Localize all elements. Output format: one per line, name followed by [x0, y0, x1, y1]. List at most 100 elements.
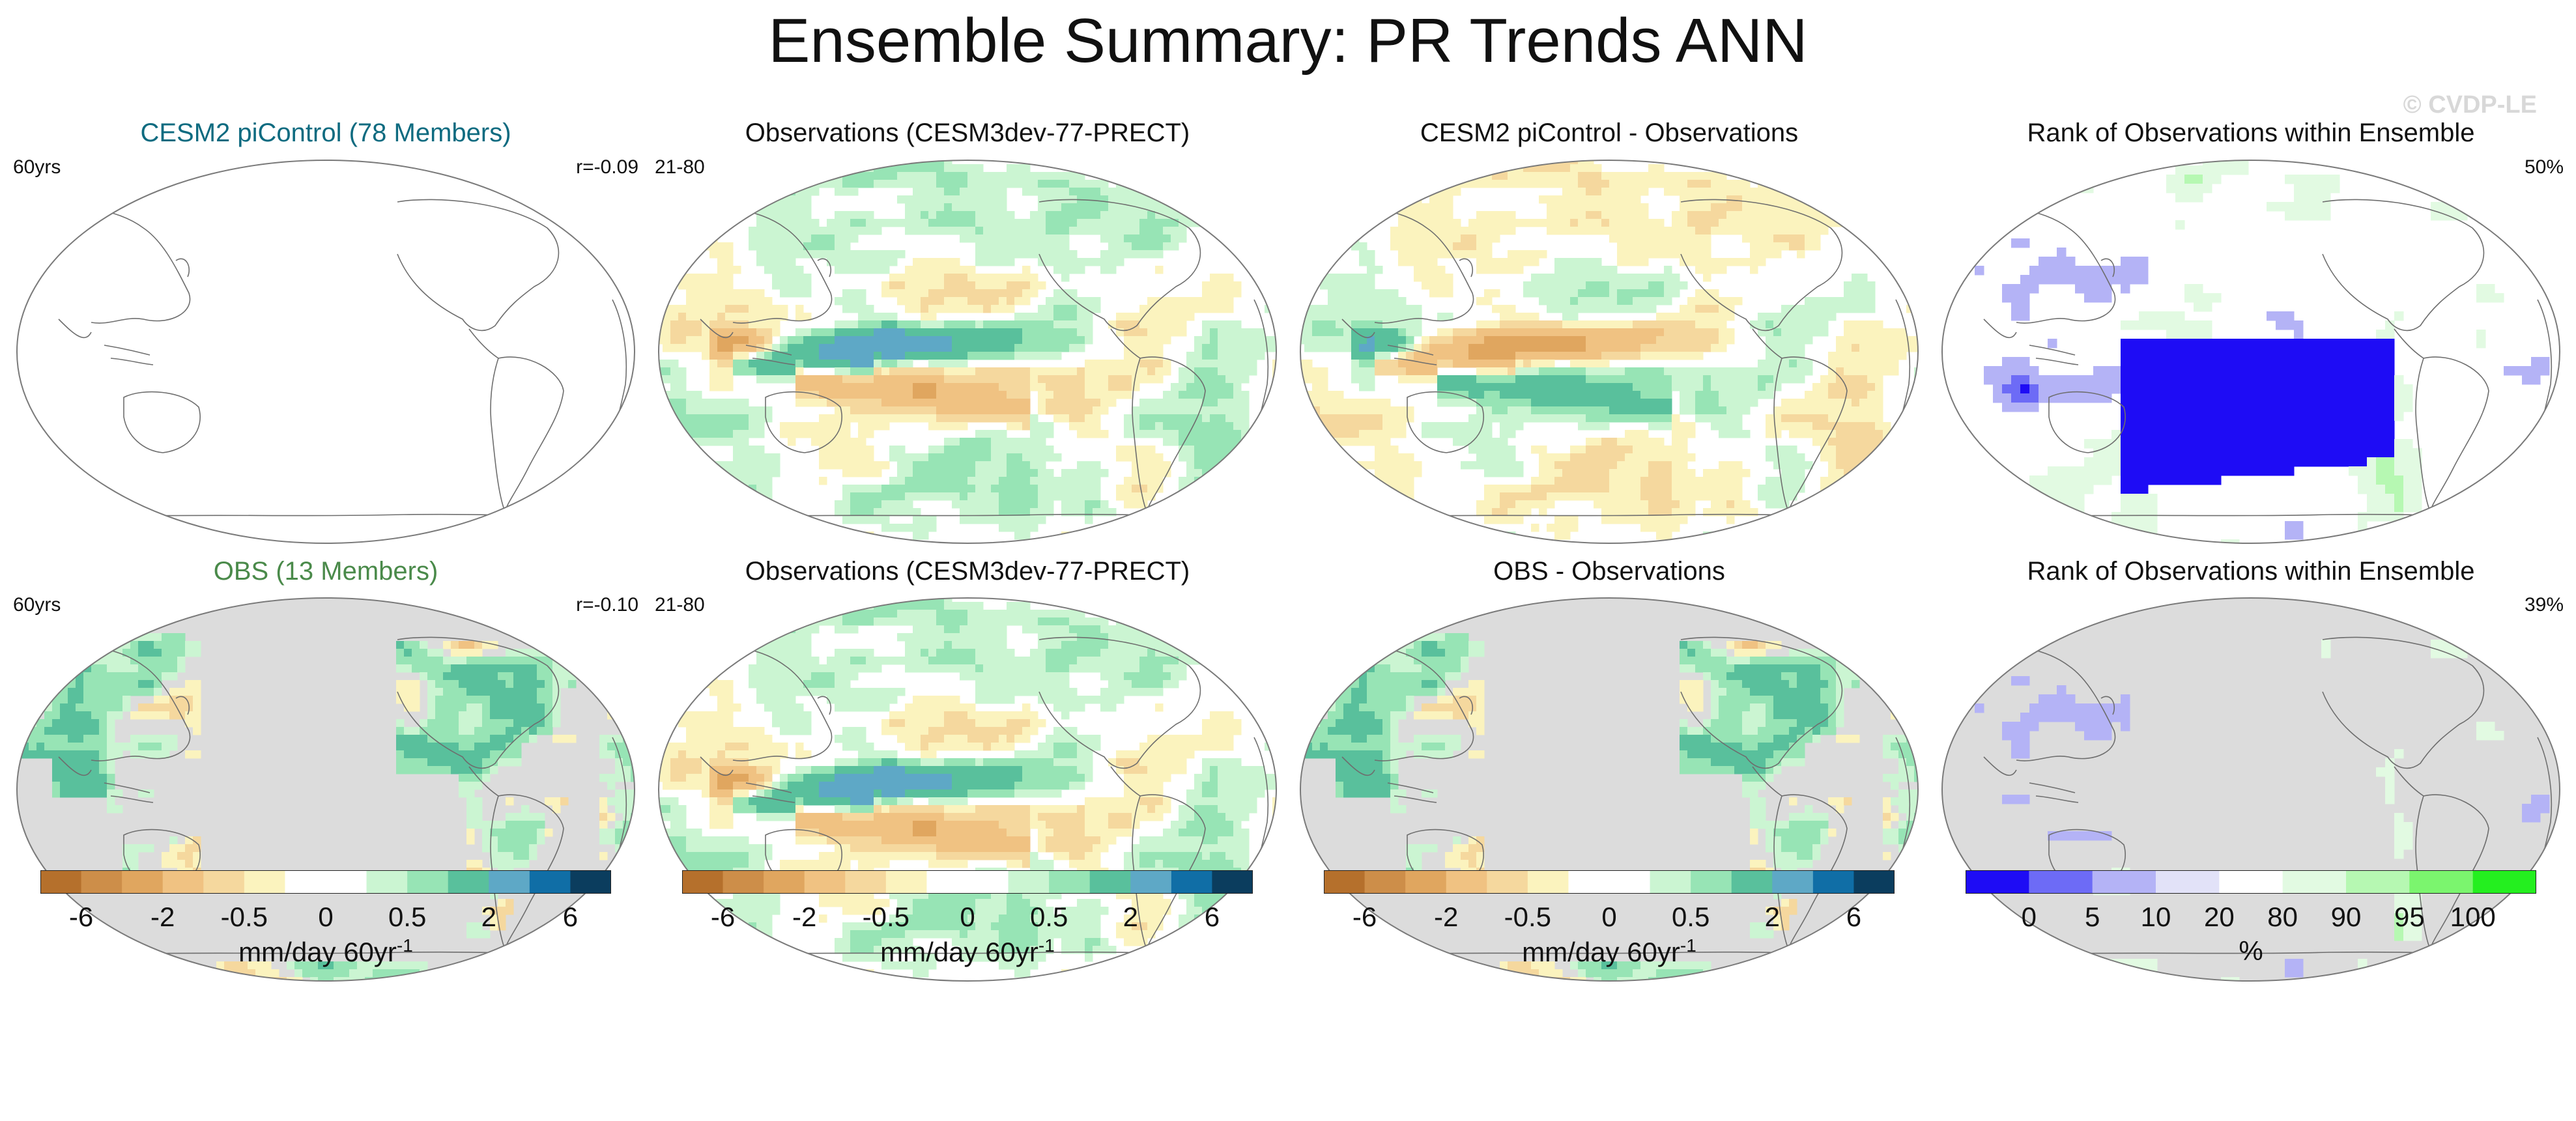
colorbar-tick-label: 90: [2330, 901, 2362, 932]
colorbar-tick-label: -6: [1352, 901, 1377, 932]
colorbar-tick-label: 0: [318, 901, 334, 932]
colorbar-tick-label: 6: [562, 901, 579, 932]
colorbar-swatch: [570, 870, 611, 894]
colorbar-swatch: [122, 870, 164, 894]
map-panel-1-2: [1300, 597, 1919, 982]
colorbar-tick-label: 2: [1123, 901, 1138, 932]
colorbar-tick-label: 10: [2140, 901, 2171, 932]
colorbar-swatch: [366, 870, 408, 894]
colorbar-tick-label: -0.5: [220, 901, 268, 932]
colorbar-unit-text: mm/day 60yr: [1522, 937, 1680, 967]
colorbar-tick-label: 0.5: [388, 901, 427, 932]
colorbar-tick-label: -2: [150, 901, 175, 932]
colorbar-unit-label: mm/day 60yr-1: [837, 935, 1098, 968]
panel-title: Rank of Observations within Ensemble: [2027, 119, 2475, 147]
colorbar-tick-label: 5: [2084, 901, 2100, 932]
colorbar-swatch: [40, 870, 82, 894]
colorbar-tick-label: 0: [2021, 901, 2037, 932]
watermark-label: © CVDP-LE: [2403, 91, 2537, 119]
colorbar-swatch: [1171, 870, 1212, 894]
panel-left-note: 21-80: [655, 594, 705, 616]
panel-title: OBS - Observations: [1493, 557, 1725, 586]
colorbar-swatch: [1405, 870, 1447, 894]
colorbar-swatch: [489, 870, 530, 894]
colorbar-swatch: [1446, 870, 1487, 894]
colorbar-swatch: [2219, 870, 2283, 894]
colorbar-swatch: [1772, 870, 1814, 894]
colorbar-tick-label: 2: [1764, 901, 1780, 932]
colorbar-swatch: [723, 870, 764, 894]
colorbar-tick-label: 0: [1601, 901, 1617, 932]
colorbar-swatch: [448, 870, 489, 894]
colorbar-swatch: [1853, 870, 1895, 894]
map-panel-1-1: [658, 597, 1277, 982]
colorbar-swatch: [1049, 870, 1091, 894]
panel-left-note: 60yrs: [13, 156, 61, 178]
colorbar-tick-label: -2: [792, 901, 817, 932]
colorbar-unit-exponent: -1: [1038, 935, 1055, 956]
colorbar-swatch: [2282, 870, 2347, 894]
colorbar-swatch: [162, 870, 204, 894]
colorbar-swatch: [1966, 870, 2029, 894]
colorbar-swatch: [1324, 870, 1366, 894]
panel-right-note: 39%: [2524, 594, 2564, 616]
colorbar-swatch: [1812, 870, 1854, 894]
colorbar-swatch: [529, 870, 571, 894]
colorbar-tick-label: -0.5: [1504, 901, 1552, 932]
colorbar-unit-text: %: [2239, 935, 2263, 966]
colorbar-tick-label: -6: [68, 901, 94, 932]
colorbar-tick-label: -2: [1434, 901, 1459, 932]
colorbar-swatch: [1568, 870, 1610, 894]
colorbar-swatch: [326, 870, 367, 894]
colorbar-swatch: [682, 870, 724, 894]
colorbar-swatch: [885, 870, 927, 894]
map-panel-0-3: [1941, 160, 2560, 544]
colorbar-unit-text: mm/day 60yr: [238, 937, 397, 967]
colorbar-tick-label: -0.5: [862, 901, 910, 932]
panel-left-note: 60yrs: [13, 594, 61, 616]
colorbar-swatch: [1212, 870, 1253, 894]
colorbar-swatch: [1089, 870, 1131, 894]
colorbar-tick-label: -6: [710, 901, 736, 932]
map-panel-1-0: [16, 597, 635, 982]
colorbar-swatch: [1364, 870, 1406, 894]
map-panel-0-2: [1300, 160, 1919, 544]
colorbar-tick-label: 0.5: [1671, 901, 1710, 932]
map-panel-0-0: [16, 160, 635, 544]
colorbar-swatch: [1527, 870, 1569, 894]
colorbar-tick-label: 6: [1204, 901, 1220, 932]
panel-title: CESM2 piControl - Observations: [1420, 119, 1799, 147]
colorbar-tick-label: 20: [2203, 901, 2235, 932]
colorbar-swatch: [2346, 870, 2410, 894]
colorbar-swatch: [2029, 870, 2093, 894]
panel-title: CESM2 piControl (78 Members): [140, 119, 511, 147]
colorbar-swatch: [1650, 870, 1691, 894]
colorbar-swatch: [244, 870, 285, 894]
colorbar-swatch: [1008, 870, 1050, 894]
figure-title: Ensemble Summary: PR Trends ANN: [768, 6, 1808, 76]
colorbar-tick-label: 95: [2394, 901, 2425, 932]
panel-right-note: r=-0.10: [576, 594, 638, 616]
trend-colorbar-2: [682, 870, 1253, 894]
colorbar-unit-text: mm/day 60yr: [880, 937, 1038, 967]
colorbar-swatch: [1609, 870, 1651, 894]
colorbar-tick-label: 100: [2450, 901, 2496, 932]
colorbar-swatch: [1691, 870, 1732, 894]
panel-right-note: 50%: [2524, 156, 2564, 178]
colorbar-swatch: [1731, 870, 1773, 894]
colorbar-swatch: [1130, 870, 1172, 894]
colorbar-swatch: [764, 870, 805, 894]
panel-title: Observations (CESM3dev-77-PRECT): [745, 119, 1190, 147]
panel-title: Rank of Observations within Ensemble: [2027, 557, 2475, 586]
colorbar-swatch: [2472, 870, 2536, 894]
colorbar-swatch: [2409, 870, 2474, 894]
panel-right-note: r=-0.09: [576, 156, 638, 178]
colorbar-swatch: [2092, 870, 2156, 894]
colorbar-swatch: [967, 870, 1009, 894]
colorbar-tick-label: 2: [481, 901, 496, 932]
colorbar-swatch: [926, 870, 968, 894]
panel-title: Observations (CESM3dev-77-PRECT): [745, 557, 1190, 586]
trend-colorbar-1: [40, 870, 611, 894]
colorbar-unit-label: mm/day 60yr-1: [1479, 935, 1739, 968]
colorbar-swatch: [81, 870, 122, 894]
